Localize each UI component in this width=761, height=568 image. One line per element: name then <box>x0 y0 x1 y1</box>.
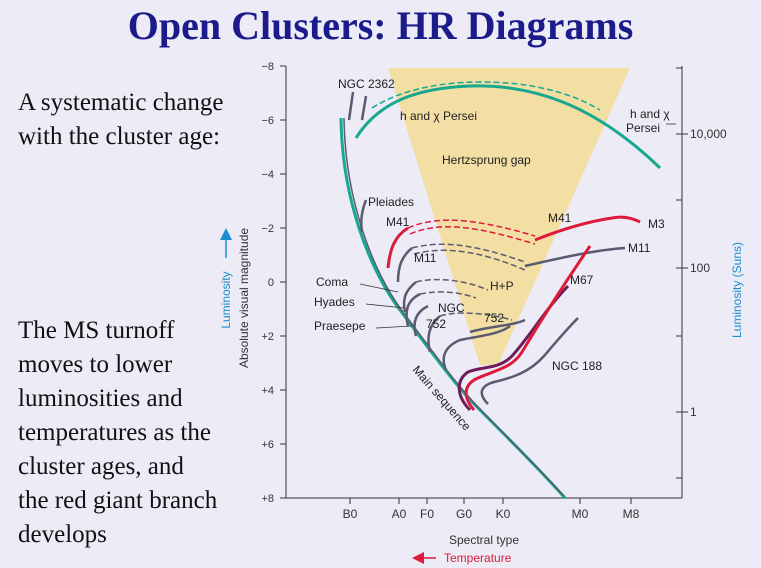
bottom-axis-title: Spectral type <box>449 533 519 547</box>
left-tick-label: +2 <box>261 331 274 343</box>
left-tick-label: −6 <box>261 115 274 127</box>
luminosity-arrow-label: Luminosity <box>219 271 233 328</box>
ngc2362-track <box>347 91 368 121</box>
bottom-tick-label: M0 <box>572 507 589 521</box>
left-axis <box>280 65 287 499</box>
main-sequence-line <box>343 117 565 497</box>
h-chi-persei-right-label: h and χ <box>630 107 670 121</box>
bottom-tick-label: A0 <box>392 507 407 521</box>
right-tick-label: 100 <box>690 261 710 275</box>
hyades-label: Hyades <box>314 295 355 309</box>
bottom-tick-label: B0 <box>343 507 358 521</box>
h-chi-persei-right-label-2: Persei <box>626 121 660 135</box>
h-plus-p-label: H+P <box>490 279 514 293</box>
temperature-arrow-label: Temperature <box>444 551 512 565</box>
ngc2362-label: NGC 2362 <box>338 77 395 91</box>
left-tick-label: 0 <box>268 277 274 289</box>
turnoff-line: luminosities and <box>18 385 183 412</box>
turnoff-line: develops <box>18 521 107 548</box>
m41-label: M41 <box>386 215 410 229</box>
intro-text: A systematic change with the cluster age… <box>18 86 224 154</box>
bottom-axis <box>286 497 682 504</box>
right-tick-label: 1 <box>690 405 697 419</box>
left-tick-label: +8 <box>261 493 274 505</box>
right-tick-label: 10,000 <box>690 127 727 141</box>
praesepe-track <box>413 304 429 337</box>
hertzsprung-gap-label: Hertzsprung gap <box>442 153 531 167</box>
m41-right-label: M41 <box>548 211 572 225</box>
praesepe-label: Praesepe <box>314 319 366 333</box>
m11-gray-left <box>396 247 413 283</box>
bottom-tick-label: F0 <box>420 507 434 521</box>
ngc752-track <box>427 315 441 353</box>
ngc752-right-label: 752 <box>484 311 504 325</box>
m11-right-label: M11 <box>628 241 651 255</box>
m11-gray-right <box>524 246 626 268</box>
ngc752-dashed <box>439 312 513 321</box>
ngc752-label: NGC <box>438 301 465 315</box>
m3-label: M3 <box>648 217 665 231</box>
slide-title: Open Clusters: HR Diagrams <box>127 3 634 48</box>
left-tick-label: −2 <box>261 223 274 235</box>
ngc752-right <box>469 318 526 334</box>
ngc752-number-label: 752 <box>426 317 446 331</box>
turnoff-text: The MS turnoff moves to lower luminositi… <box>18 314 217 552</box>
ngc188-label: NGC 188 <box>552 359 602 373</box>
m41-red-right <box>534 215 641 242</box>
bottom-tick-label: G0 <box>456 507 472 521</box>
left-tick-label: −4 <box>261 169 274 181</box>
turnoff-line: The MS turnoff <box>18 317 175 344</box>
left-axis-title: Absolute visual magnitude <box>237 228 251 368</box>
m41-red-left <box>386 226 409 269</box>
pleiades-track <box>359 199 368 233</box>
m11-gray-dashed <box>411 243 526 263</box>
coma-dashed <box>415 278 489 291</box>
turnoff-line: cluster ages, and <box>18 453 184 480</box>
right-axis <box>676 66 688 498</box>
h-chi-persei-track <box>354 84 662 170</box>
turnoff-line: moves to lower <box>18 351 173 378</box>
left-tick-label: +4 <box>261 385 274 397</box>
h-chi-persei-gap-dashed <box>371 81 601 111</box>
m41-red-dashed <box>407 219 536 237</box>
turnoff-line: temperatures as the <box>18 419 211 446</box>
turnoff-line: the red giant branch <box>18 487 218 514</box>
hertzsprung-gap-region <box>388 68 630 365</box>
right-axis-title: Luminosity (Suns) <box>730 242 744 338</box>
pleiades-label: Pleiades <box>368 195 414 209</box>
bottom-tick-label: K0 <box>496 507 511 521</box>
left-tick-label: −8 <box>261 61 274 73</box>
intro-line: A systematic change <box>18 89 224 116</box>
ngc752-lower <box>442 324 511 371</box>
bottom-tick-label: M8 <box>623 507 640 521</box>
ngc188-track <box>480 317 579 405</box>
intro-line: with the cluster age: <box>18 123 221 150</box>
m11-gray-dashed-2 <box>413 249 526 271</box>
h-chi-persei-label: h and χ Persei <box>400 109 477 123</box>
m3-red-track <box>464 245 592 411</box>
coma-label: Coma <box>316 275 348 289</box>
coma-track <box>402 281 417 313</box>
m67-label: M67 <box>570 273 594 287</box>
m41-red-dashed-2 <box>409 226 536 245</box>
left-tick-label: +6 <box>261 439 274 451</box>
hyades-track <box>405 292 421 327</box>
hyades-dashed <box>419 291 477 299</box>
m11-label: M11 <box>414 251 437 265</box>
